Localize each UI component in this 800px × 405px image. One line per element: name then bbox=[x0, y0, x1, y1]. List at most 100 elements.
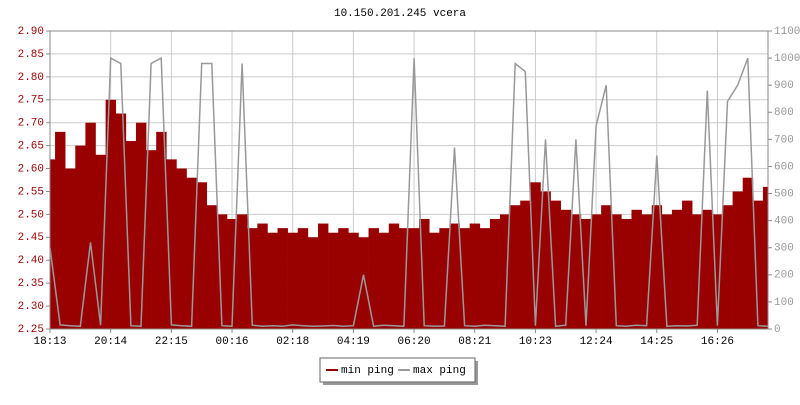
y-tick-label: 2.25 bbox=[18, 324, 44, 336]
y-tick-label: 2.30 bbox=[18, 301, 44, 313]
y-tick-label: 2.35 bbox=[18, 278, 44, 290]
bar bbox=[50, 159, 56, 329]
x-tick-label: 06:20 bbox=[398, 336, 431, 348]
y-tick-label: 2.50 bbox=[18, 209, 44, 221]
x-tick-label: 18:13 bbox=[33, 336, 66, 348]
bar bbox=[317, 223, 329, 329]
y-tick-label: 2.80 bbox=[18, 72, 44, 84]
bar bbox=[530, 182, 541, 329]
bar bbox=[611, 214, 622, 329]
bar bbox=[419, 218, 430, 329]
bar bbox=[358, 237, 369, 329]
bar bbox=[216, 214, 228, 329]
bar bbox=[469, 223, 481, 329]
bar bbox=[489, 218, 501, 329]
plot-frame bbox=[49, 30, 769, 330]
y2-tick-label: 300 bbox=[774, 243, 794, 255]
bar bbox=[722, 205, 733, 329]
y2-tick-label: 800 bbox=[774, 107, 794, 119]
bar bbox=[631, 209, 642, 329]
bar bbox=[752, 200, 764, 329]
bar bbox=[277, 228, 288, 329]
bar bbox=[560, 209, 572, 329]
bar bbox=[55, 131, 66, 329]
y-tick-label: 2.65 bbox=[18, 141, 44, 153]
x-tick-label: 22:15 bbox=[155, 336, 188, 348]
y2-tick-label: 0 bbox=[774, 324, 781, 336]
bar bbox=[479, 228, 491, 329]
bar bbox=[85, 122, 96, 329]
x-tick-label: 16:26 bbox=[701, 336, 734, 348]
y2-tick-label: 500 bbox=[774, 188, 794, 200]
bar bbox=[135, 122, 147, 329]
bar bbox=[671, 209, 683, 329]
bar bbox=[500, 214, 511, 329]
y-tick-label: 2.70 bbox=[18, 118, 44, 130]
bar bbox=[702, 209, 713, 329]
bar bbox=[682, 200, 693, 329]
bar bbox=[338, 228, 349, 329]
x-tick-label: 12:24 bbox=[580, 336, 613, 348]
x-tick-label: 14:25 bbox=[640, 336, 673, 348]
bar bbox=[267, 232, 278, 329]
bar bbox=[348, 232, 359, 329]
bar bbox=[95, 154, 106, 329]
bar bbox=[661, 214, 673, 329]
bar bbox=[641, 214, 653, 329]
bar bbox=[651, 205, 663, 329]
x-tick-label: 02:18 bbox=[276, 336, 309, 348]
bar bbox=[247, 228, 258, 329]
bar bbox=[439, 228, 450, 329]
bar bbox=[156, 131, 167, 329]
bar bbox=[65, 168, 76, 329]
line bbox=[50, 56, 768, 328]
bar bbox=[540, 191, 551, 329]
bar bbox=[732, 191, 744, 329]
bar bbox=[742, 177, 754, 329]
bar bbox=[287, 232, 299, 329]
x-tick-label: 04:19 bbox=[337, 336, 370, 348]
bar bbox=[692, 214, 703, 329]
x-tick-label: 08:21 bbox=[458, 336, 491, 348]
legend-label: max ping bbox=[413, 365, 466, 377]
y2-tick-label: 200 bbox=[774, 270, 794, 282]
y-tick-label: 2.40 bbox=[18, 255, 44, 267]
bar bbox=[378, 232, 390, 329]
bar bbox=[226, 218, 238, 329]
bar bbox=[591, 214, 602, 329]
bar bbox=[520, 200, 531, 329]
bar bbox=[115, 113, 127, 329]
y2-tick-label: 1000 bbox=[774, 53, 800, 65]
bar bbox=[429, 232, 440, 329]
bar bbox=[398, 228, 410, 329]
bar bbox=[146, 150, 157, 329]
y-tick-label: 2.75 bbox=[18, 95, 44, 107]
bar bbox=[206, 205, 218, 329]
bar bbox=[388, 223, 400, 329]
bar bbox=[580, 218, 592, 329]
y-tick-label: 2.85 bbox=[18, 49, 44, 61]
bar bbox=[459, 228, 470, 329]
bar bbox=[449, 223, 460, 329]
y2-tick-label: 700 bbox=[774, 134, 794, 146]
bar bbox=[328, 232, 339, 329]
y2-tick-label: 900 bbox=[774, 80, 794, 92]
legend-box bbox=[319, 357, 476, 383]
bar bbox=[550, 200, 561, 329]
bar bbox=[125, 141, 137, 329]
bar bbox=[237, 214, 248, 329]
bar bbox=[601, 205, 612, 329]
y2-tick-label: 600 bbox=[774, 161, 794, 173]
bar bbox=[105, 99, 117, 329]
x-tick-label: 20:14 bbox=[94, 336, 127, 348]
bar bbox=[307, 237, 319, 329]
bar bbox=[186, 177, 197, 329]
y2-tick-label: 100 bbox=[774, 297, 794, 309]
bar bbox=[368, 228, 379, 329]
x-tick-label: 10:23 bbox=[519, 336, 552, 348]
bar bbox=[621, 218, 632, 329]
bar bbox=[176, 168, 187, 329]
y2-tick-label: 400 bbox=[774, 216, 794, 228]
